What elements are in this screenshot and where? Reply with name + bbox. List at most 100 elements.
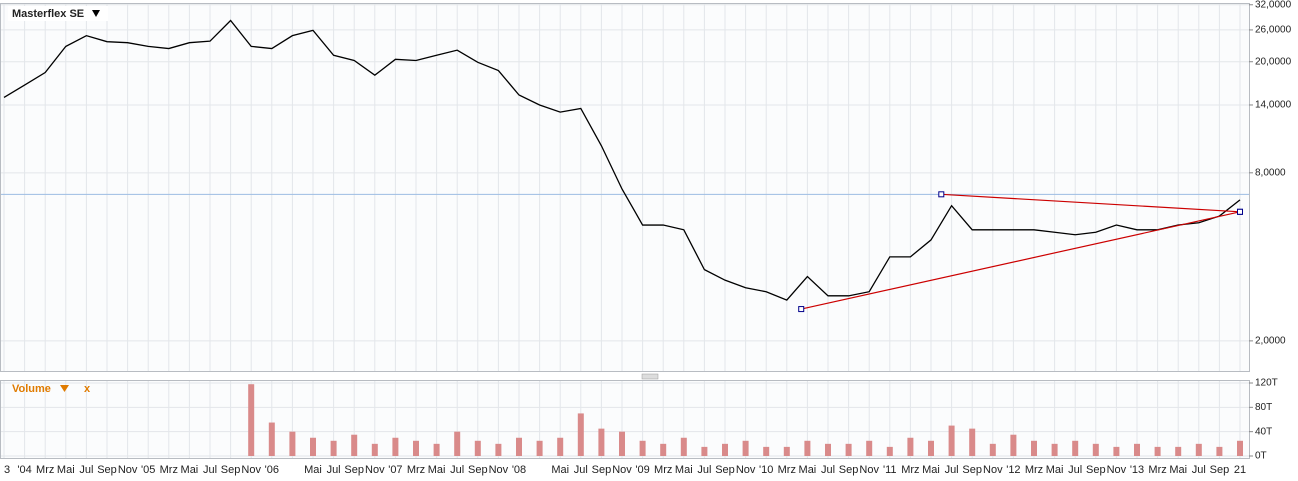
- x-tick-label: Sep: [715, 464, 735, 476]
- x-tick-label: Mrz: [654, 464, 672, 476]
- y-tick-label: 40T: [1255, 426, 1272, 437]
- trendline: [941, 193, 1241, 213]
- x-tick-label: Mai: [675, 464, 693, 476]
- volume-bar: [577, 413, 584, 456]
- volume-bar: [392, 437, 399, 456]
- x-tick-label: Mrz: [1025, 464, 1043, 476]
- volume-bar: [1175, 446, 1182, 456]
- volume-bar: [516, 437, 522, 456]
- x-tick-label: Jul: [945, 464, 959, 476]
- x-tick-label: '05: [141, 464, 155, 476]
- y-tick-label: 0T: [1255, 451, 1267, 462]
- volume-bar: [330, 440, 337, 456]
- volume-bar: [1113, 446, 1120, 456]
- volume-bar: [1031, 440, 1037, 456]
- x-tick-label: Mai: [428, 464, 446, 476]
- volume-bar: [1092, 443, 1099, 456]
- volume-bar: [1195, 443, 1202, 456]
- volume-bar: [289, 431, 296, 456]
- volume-bar: [660, 443, 667, 456]
- volume-bar: [948, 425, 955, 456]
- trendline-handle: [938, 191, 945, 198]
- volume-bar: [536, 440, 543, 456]
- x-tick-label: Nov: [983, 464, 1003, 476]
- x-tick-label: Jul: [574, 464, 588, 476]
- x-tick-label: Mrz: [778, 464, 796, 476]
- x-tick-label: Jul: [697, 464, 711, 476]
- volume-bar: [886, 446, 893, 456]
- volume-bar: [1072, 440, 1079, 456]
- x-tick-label: Nov: [118, 464, 138, 476]
- volume-bar: [907, 437, 914, 456]
- dropdown-arrow[interactable]: [60, 385, 69, 392]
- x-tick-label: Nov: [859, 464, 879, 476]
- volume-bar: [989, 443, 996, 456]
- x-tick-label: Sep: [1086, 464, 1106, 476]
- x-tick-label: Nov: [365, 464, 385, 476]
- x-tick-label: Sep: [592, 464, 612, 476]
- x-tick-label: '10: [759, 464, 773, 476]
- volume-bar: [433, 443, 440, 456]
- trendline-handle: [798, 306, 805, 313]
- volume-bar: [598, 428, 605, 456]
- x-tick-label: Mrz: [160, 464, 178, 476]
- trendline: [801, 211, 1241, 310]
- volume-bar: [1010, 434, 1017, 456]
- x-tick-label: '09: [635, 464, 649, 476]
- panel-resize-handle[interactable]: [641, 373, 659, 380]
- volume-bar: [804, 440, 811, 456]
- dropdown-arrow[interactable]: [92, 10, 100, 17]
- x-tick-label: Sep: [344, 464, 364, 476]
- x-tick-label: Nov: [612, 464, 632, 476]
- volume-bar: [474, 440, 481, 456]
- volume-bar: [742, 440, 749, 456]
- volume-bar: [639, 440, 646, 456]
- x-tick-label: Mai: [799, 464, 817, 476]
- chart-title[interactable]: Masterflex SE: [12, 8, 84, 20]
- x-tick-label: '12: [1006, 464, 1020, 476]
- y-tick-label: 26,0000: [1255, 25, 1292, 36]
- x-tick-label: Mrz: [901, 464, 919, 476]
- x-tick-label: Mrz: [1148, 464, 1166, 476]
- x-tick-label: Mai: [551, 464, 569, 476]
- x-tick-label: Mrz: [407, 464, 425, 476]
- volume-bar: [763, 446, 770, 456]
- x-tick-label: Jul: [821, 464, 835, 476]
- volume-title[interactable]: Volume: [12, 383, 51, 395]
- close-button[interactable]: x: [84, 383, 91, 395]
- volume-bar: [1134, 443, 1140, 456]
- x-tick-label: '13: [1130, 464, 1144, 476]
- x-tick-label: Nov: [489, 464, 509, 476]
- x-tick-label: Jul: [327, 464, 341, 476]
- y-tick-label: 120T: [1255, 378, 1278, 389]
- price-panel: [0, 3, 1250, 372]
- volume-bar: [969, 428, 976, 456]
- volume-bar: [783, 446, 790, 456]
- x-tick-label: '08: [512, 464, 526, 476]
- x-tick-label: Mai: [922, 464, 940, 476]
- volume-bar: [845, 443, 852, 456]
- x-tick-label: Jul: [1192, 464, 1206, 476]
- trendline-handle: [1237, 208, 1243, 215]
- x-tick-label: Sep: [1210, 464, 1230, 476]
- volume-bar: [454, 431, 461, 456]
- volume-bar: [371, 443, 378, 456]
- x-tick-label: '06: [265, 464, 279, 476]
- grid: [1, 4, 1249, 458]
- volume-bar: [866, 440, 873, 456]
- volume-bar: [1216, 446, 1223, 456]
- x-tick-label: Jul: [79, 464, 93, 476]
- y-tick-label: 2,0000: [1255, 336, 1286, 347]
- volume-bar: [351, 434, 358, 456]
- x-tick-label: Sep: [839, 464, 859, 476]
- volume-bar: [1051, 443, 1058, 456]
- x-tick-label: Sep: [221, 464, 241, 476]
- x-tick-label: Jul: [1068, 464, 1082, 476]
- price-line: [3, 19, 1241, 301]
- x-tick-label: Jul: [450, 464, 464, 476]
- y-tick-label: 14,0000: [1255, 100, 1292, 111]
- volume-bar: [701, 446, 708, 456]
- volume-bar: [268, 422, 275, 456]
- marks: [1, 19, 1249, 456]
